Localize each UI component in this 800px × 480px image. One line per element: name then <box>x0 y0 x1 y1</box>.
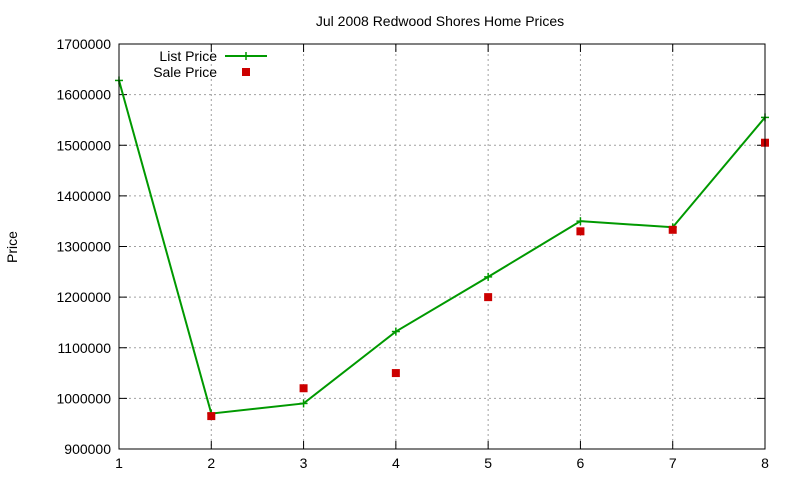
y-tick-label: 1000000 <box>56 390 111 406</box>
y-tick-label: 1700000 <box>56 36 111 52</box>
y-tick-label: 1100000 <box>58 340 112 356</box>
y-tick-label: 1300000 <box>56 239 111 255</box>
sale-price-point <box>391 369 400 378</box>
x-tick-label: 1 <box>115 455 123 471</box>
data-series <box>115 76 769 421</box>
x-tick-label: 2 <box>207 455 215 471</box>
plot-border <box>118 43 766 450</box>
sale-price-point <box>576 227 585 236</box>
legend-label: Sale Price <box>153 64 217 80</box>
y-tick-label: 1500000 <box>56 137 111 153</box>
y-tick-label: 900000 <box>64 441 111 457</box>
legend-label: List Price <box>159 48 217 64</box>
x-tick-label: 3 <box>300 455 308 471</box>
y-axis-label: Price <box>4 231 20 263</box>
sale-price-point <box>207 412 216 421</box>
list-price-point <box>242 52 250 60</box>
list-price-line <box>118 80 766 415</box>
legend-point-swatch <box>242 68 250 76</box>
y-tick-label: 1600000 <box>56 87 111 103</box>
sale-price-point <box>484 293 493 302</box>
x-tick-label: 4 <box>392 455 400 471</box>
x-tick-label: 6 <box>577 455 585 471</box>
list-price-point <box>576 217 585 226</box>
sale-price-point <box>299 384 308 393</box>
y-tick-label: 1400000 <box>56 188 111 204</box>
list-price-point <box>391 327 400 336</box>
x-tick-label: 5 <box>484 455 492 471</box>
list-price-point <box>299 399 308 408</box>
list-price-point <box>484 272 493 281</box>
x-tick-label: 7 <box>669 455 677 471</box>
grid-lines <box>119 44 765 449</box>
sale-price-point <box>668 225 677 234</box>
y-tick-label: 1200000 <box>56 289 111 305</box>
x-tick-label: 8 <box>761 455 769 471</box>
axis-ticks: 900000 1000000 1100000 1200000 1300000 140000… <box>56 36 769 471</box>
chart-title: Jul 2008 Redwood Shores Home Prices <box>316 13 564 29</box>
